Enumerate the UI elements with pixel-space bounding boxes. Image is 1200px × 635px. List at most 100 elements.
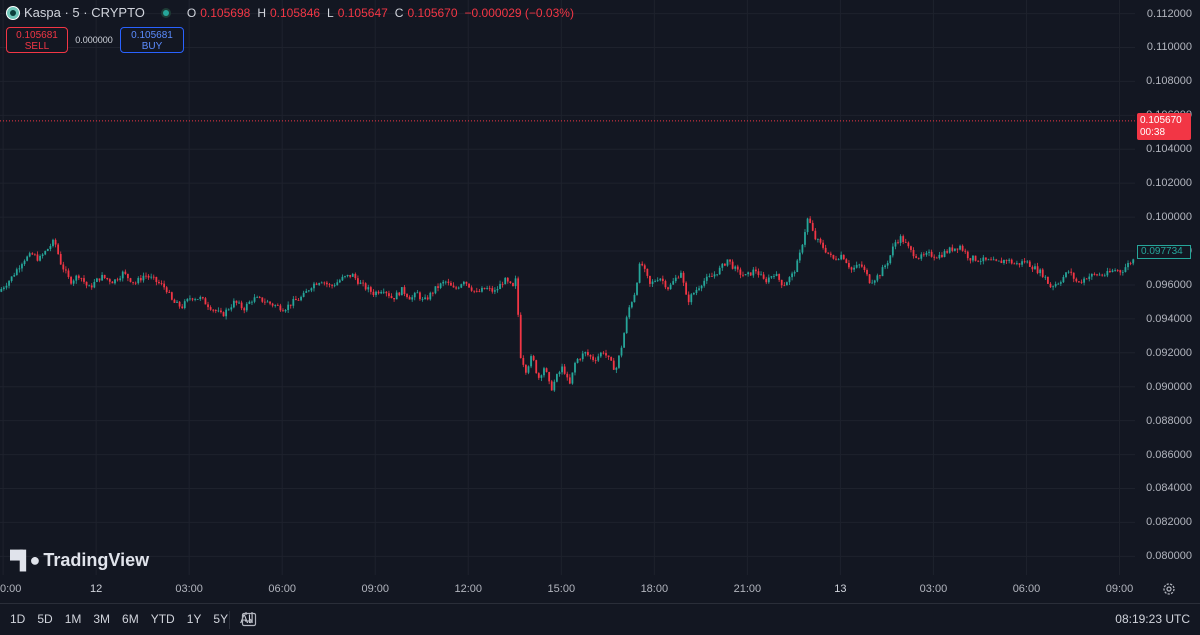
- buy-button[interactable]: 0.105681 BUY: [120, 27, 184, 53]
- candle: [630, 301, 633, 309]
- candle: [692, 292, 695, 296]
- range-button-5y[interactable]: 5Y: [213, 612, 229, 626]
- time-scale[interactable]: 0:00 12 03:00 06:00 09:00 12:00 15:00 18:00 21:0…: [0, 575, 1200, 603]
- candle: [530, 354, 532, 369]
- candle: [961, 244, 964, 252]
- candle: [488, 285, 491, 292]
- tradingview-watermark[interactable]: ▀▌● TradingView: [10, 550, 149, 571]
- candle: [457, 286, 460, 290]
- candle: [313, 281, 315, 292]
- candle: [186, 298, 189, 303]
- candle: [222, 311, 225, 317]
- candle: [757, 268, 760, 278]
- candle: [1026, 260, 1029, 264]
- candle: [824, 244, 827, 254]
- candle: [256, 295, 259, 298]
- go-to-date-icon[interactable]: [241, 611, 257, 627]
- candle: [220, 307, 222, 314]
- candle: [344, 275, 346, 279]
- candle: [170, 291, 173, 301]
- range-button-6m[interactable]: 6M: [122, 612, 139, 626]
- candle: [424, 294, 427, 300]
- candle: [687, 291, 690, 306]
- candle: [0, 287, 3, 293]
- sell-button[interactable]: 0.105681 SELL: [6, 27, 68, 53]
- candle: [468, 283, 470, 288]
- candle: [1065, 271, 1067, 279]
- candle: [607, 355, 610, 360]
- candle: [734, 265, 737, 272]
- candle: [214, 309, 217, 314]
- candle: [134, 281, 137, 285]
- candle: [863, 264, 866, 273]
- candle: [41, 253, 44, 259]
- candle: [212, 309, 215, 313]
- range-button-1y[interactable]: 1Y: [186, 612, 202, 626]
- candle: [775, 271, 778, 277]
- candle: [953, 248, 956, 252]
- price-scale[interactable]: 0.1120000.1100000.1080000.1060000.104000…: [1135, 0, 1200, 575]
- range-button-1d[interactable]: 1D: [10, 612, 26, 626]
- candle: [310, 287, 313, 293]
- time-tick-label: 12: [90, 583, 103, 595]
- candle: [1090, 273, 1093, 280]
- candle: [320, 281, 323, 284]
- candle: [809, 216, 812, 224]
- time-tick-label: 21:00: [733, 583, 762, 595]
- symbol-title[interactable]: Kaspa · 5 · CRYPTO: [24, 5, 145, 20]
- candle: [98, 278, 101, 283]
- candle: [587, 349, 589, 357]
- candle: [1098, 272, 1101, 276]
- candle: [561, 363, 563, 375]
- candle: [400, 287, 403, 296]
- candle: [189, 295, 191, 301]
- time-tick-label: 18:00: [640, 583, 669, 595]
- candle: [990, 257, 992, 261]
- market-status-icon[interactable]: [160, 7, 171, 18]
- candle: [1008, 258, 1011, 264]
- candle: [514, 275, 517, 289]
- range-button-3m[interactable]: 3M: [93, 612, 111, 626]
- candle: [2, 286, 5, 291]
- candle: [589, 354, 592, 360]
- candle: [649, 275, 651, 287]
- candle: [13, 272, 16, 277]
- candle: [201, 296, 204, 300]
- candle: [181, 304, 184, 310]
- candle: [225, 307, 228, 320]
- candle: [669, 282, 672, 290]
- candle: [910, 245, 912, 253]
- candle: [124, 269, 127, 275]
- candle: [912, 247, 915, 259]
- candle: [814, 228, 817, 241]
- buy-price: 0.105681: [131, 30, 173, 41]
- candle: [997, 260, 1000, 262]
- close-value: 0.105670: [407, 5, 458, 20]
- candle: [49, 243, 52, 252]
- candle: [576, 357, 579, 364]
- gear-icon[interactable]: [1162, 582, 1176, 596]
- last-price-label: 0.105670 00:38: [1137, 113, 1191, 140]
- candle: [372, 289, 375, 297]
- candle: [915, 253, 918, 259]
- range-button-5d[interactable]: 5D: [37, 612, 53, 626]
- candle: [26, 255, 29, 262]
- range-button-1m[interactable]: 1M: [64, 612, 82, 626]
- candle: [393, 297, 395, 302]
- candle: [889, 255, 892, 265]
- candle: [362, 279, 364, 287]
- sell-price: 0.105681: [16, 30, 58, 41]
- candlestick-chart[interactable]: [0, 0, 1135, 575]
- candle: [703, 278, 706, 288]
- utc-clock[interactable]: 08:19:23 UTC: [1115, 612, 1190, 626]
- candle: [1036, 262, 1039, 275]
- time-tick-label: 03:00: [919, 583, 948, 595]
- price-tick-label: 0.100000: [1146, 211, 1192, 224]
- candle: [798, 249, 801, 264]
- candle: [388, 290, 390, 299]
- candle: [258, 295, 261, 299]
- range-button-ytd[interactable]: YTD: [150, 612, 175, 626]
- candle: [75, 274, 78, 284]
- bottom-toolbar: 1D 5D 1M 3M 6M YTD 1Y 5Y All 08:19:23 UTC: [0, 603, 1200, 635]
- candle: [183, 299, 186, 310]
